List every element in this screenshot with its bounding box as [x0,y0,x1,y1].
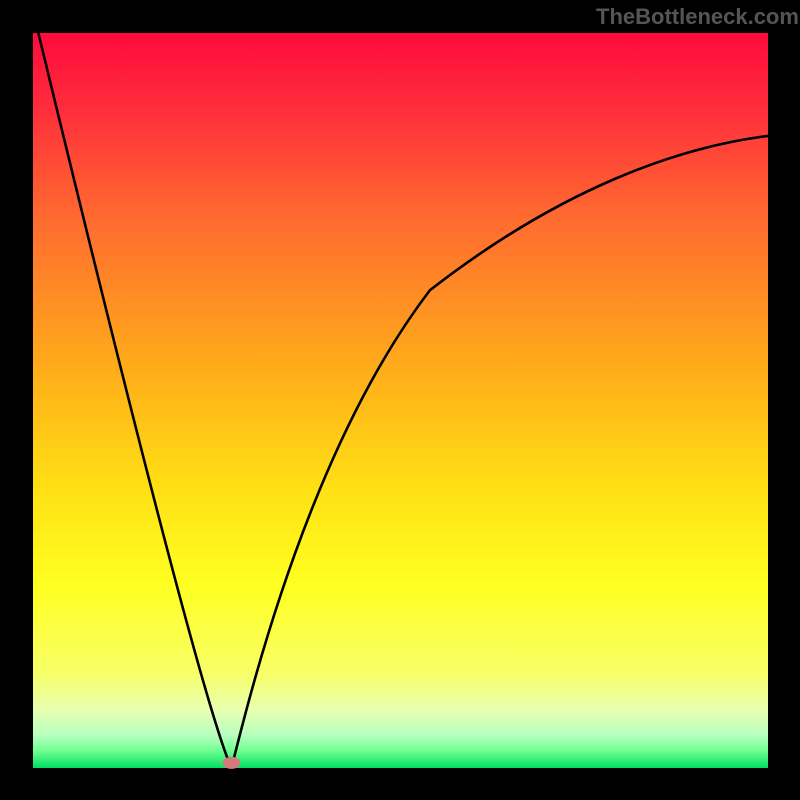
vertex-marker [222,757,240,769]
plot-gradient-background [33,33,768,768]
chart-canvas [0,0,800,800]
plot-area [33,11,768,769]
watermark-text: TheBottleneck.com [596,4,799,30]
